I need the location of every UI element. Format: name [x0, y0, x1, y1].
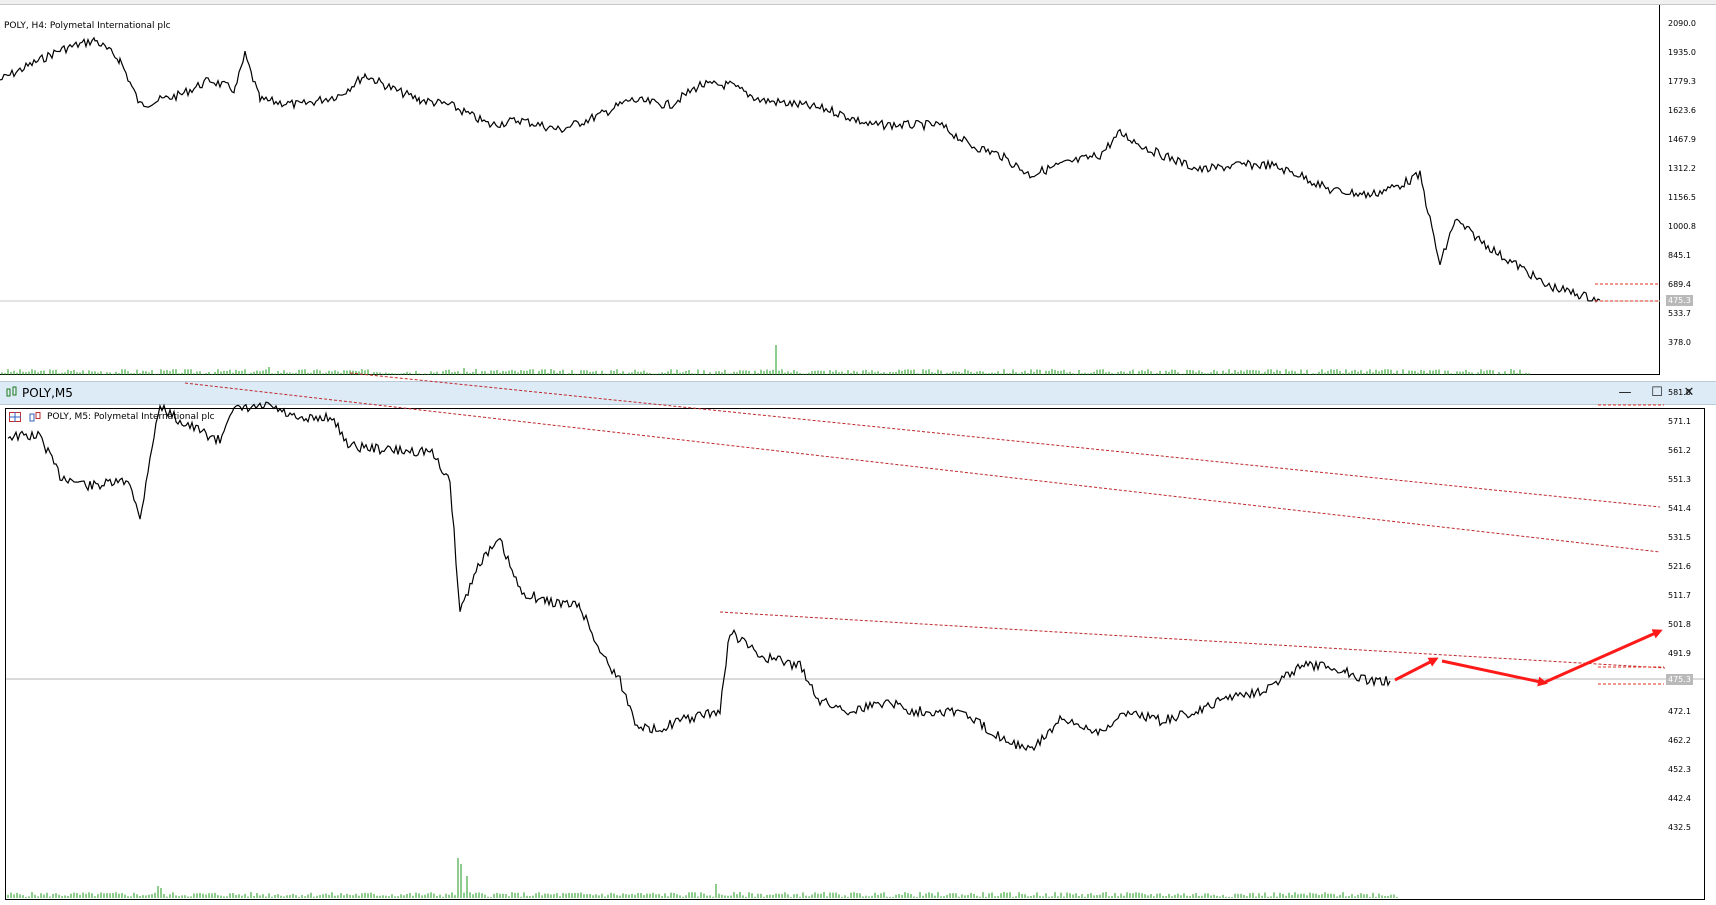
h4-price-axis: 2090.0 1935.0 1779.3 1623.6 1467.9 1312.… [1666, 19, 1716, 347]
m5-price-series [7, 401, 1391, 752]
h4-price-plot [0, 36, 1660, 375]
chart-window-icon [6, 386, 18, 398]
m5-axis-label: 452.3 [1668, 765, 1691, 774]
h4-axis-label: 2090.0 [1668, 19, 1696, 28]
h4-volume-bars [1, 345, 1530, 375]
m5-trendline-upper-a [184, 382, 1661, 553]
m5-symbol-label: POLY, M5: Polymetal International plc [47, 412, 215, 422]
m5-axis-label: 581.0 [1668, 388, 1691, 397]
m5-price-axis: 581.0 571.1 561.2 551.3 541.4 531.5 521.… [1666, 388, 1716, 832]
h4-axis-label: 378.0 [1668, 338, 1691, 347]
m5-axis-label: 531.5 [1668, 533, 1691, 542]
maximize-icon: ☐ [1651, 385, 1663, 400]
minimize-button[interactable]: — [1608, 382, 1642, 404]
grid-toggle-icon[interactable] [9, 412, 21, 422]
m5-axis-label: 432.5 [1668, 823, 1691, 832]
forecast-arrow-3 [1542, 629, 1663, 685]
h4-axis-label: 1779.3 [1668, 77, 1696, 86]
m5-axis-label: 541.4 [1668, 504, 1691, 513]
m5-window-title: POLY,M5 [22, 386, 73, 400]
close-icon: ✕ [1683, 385, 1695, 400]
m5-axis-label: 571.1 [1668, 417, 1691, 426]
m5-chart-window[interactable]: POLY,M5 — ☐ ✕ POLY, M5: Polymetal Intern… [0, 372, 1716, 905]
h4-axis-label: 689.4 [1668, 280, 1691, 289]
m5-axis-label: 501.8 [1668, 620, 1691, 629]
forecast-arrow-1 [1394, 657, 1439, 682]
maximize-button[interactable]: ☐ [1640, 382, 1674, 404]
m5-axis-label: 551.3 [1668, 475, 1691, 484]
m5-axis-label: 442.4 [1668, 794, 1691, 803]
forecast-arrow-2 [1441, 659, 1548, 687]
chart-type-icon[interactable] [29, 412, 41, 422]
m5-axis-label: 561.2 [1668, 446, 1691, 455]
h4-axis-label: 1623.6 [1668, 106, 1696, 115]
m5-axis-label: 462.2 [1668, 736, 1691, 745]
m5-current-price-tag: 475.3 [1666, 674, 1693, 685]
h4-axis-label: 845.1 [1668, 251, 1691, 260]
h4-price-series [0, 36, 1601, 303]
h4-axis-label: 1935.0 [1668, 48, 1696, 57]
h4-axis-label: 1312.2 [1668, 164, 1696, 173]
h4-current-price-tag: 475.3 [1666, 295, 1693, 306]
h4-axis-label: 1156.5 [1668, 193, 1696, 202]
close-button[interactable]: ✕ [1672, 382, 1706, 404]
m5-trendline-upper-b [349, 372, 1661, 508]
m5-volume-bars [7, 858, 1398, 898]
m5-chart-frame [5, 408, 1705, 900]
m5-axis-label: 521.6 [1668, 562, 1691, 571]
m5-window-titlebar[interactable]: POLY,M5 — ☐ ✕ [0, 381, 1716, 405]
minimize-icon: — [1618, 385, 1632, 400]
m5-trendline-lower [719, 611, 1666, 669]
h4-symbol-label: POLY, H4: Polymetal International plc [4, 21, 171, 31]
h4-chart[interactable]: POLY, H4: Polymetal International plc 20… [0, 5, 1716, 381]
h4-axis-label: 1000.8 [1668, 222, 1696, 231]
h4-axis-label: 1467.9 [1668, 135, 1696, 144]
m5-price-plot [6, 372, 1704, 898]
h4-axis-label: 533.7 [1668, 309, 1691, 318]
m5-axis-label: 511.7 [1668, 591, 1691, 600]
m5-axis-label: 472.1 [1668, 707, 1691, 716]
window-top-strip [0, 0, 1716, 5]
m5-axis-label: 491.9 [1668, 649, 1691, 658]
